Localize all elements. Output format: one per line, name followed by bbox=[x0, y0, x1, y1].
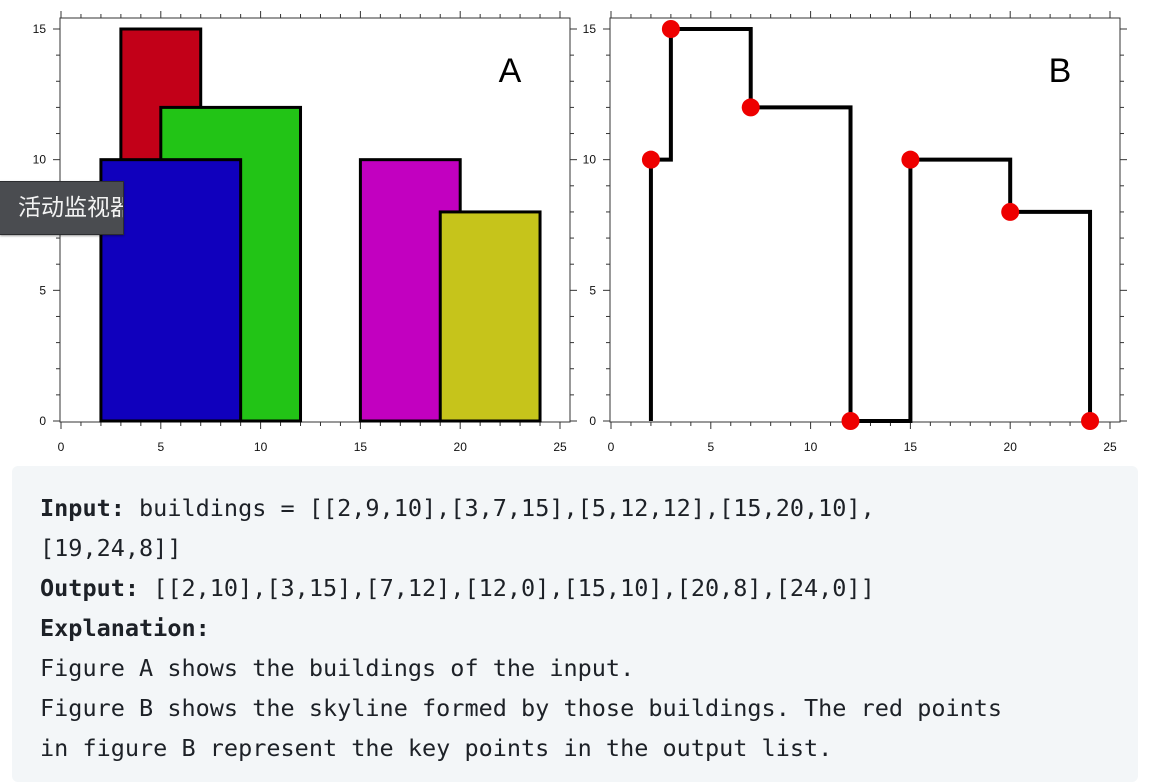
activity-monitor-tab[interactable]: 活动监视器 bbox=[0, 181, 124, 235]
key-point bbox=[741, 98, 760, 117]
explanation-line-1: Figure A shows the buildings of the inpu… bbox=[40, 654, 635, 682]
key-point bbox=[841, 412, 860, 430]
x-tick-label: 20 bbox=[454, 440, 468, 454]
explanation-line-2: Figure B shows the skyline formed by tho… bbox=[40, 694, 1003, 722]
x-tick-label: 25 bbox=[553, 440, 567, 454]
x-tick-label: 5 bbox=[157, 440, 164, 454]
key-point bbox=[1001, 202, 1020, 221]
skyline-figures: 0 5 10 15 20 25 0 5 10 15 A 0 5 10 15 20 25 0 5 10 15 B bbox=[33, 11, 1127, 454]
x-tick-label: 10 bbox=[254, 440, 268, 454]
building-bar bbox=[438, 210, 542, 423]
y-tick-label: 0 bbox=[589, 414, 596, 428]
x-tick-label: 25 bbox=[1103, 440, 1117, 454]
input-value-1: buildings = [[2,9,10],[3,7,15],[5,12,12]… bbox=[124, 494, 875, 522]
y-tick-label: 5 bbox=[589, 283, 596, 297]
x-tick-label: 15 bbox=[354, 440, 368, 454]
x-tick-label: 15 bbox=[904, 440, 918, 454]
explanation-label: Explanation: bbox=[40, 614, 210, 642]
figure-b-label: B bbox=[1049, 52, 1072, 90]
figure-a-label: A bbox=[499, 52, 522, 90]
input-line-continued: [19,24,8]] bbox=[40, 534, 182, 562]
y-tick-label: 10 bbox=[583, 153, 597, 167]
x-tick-label: 0 bbox=[58, 440, 65, 454]
key-point bbox=[641, 150, 660, 169]
input-label: Input: bbox=[40, 494, 125, 522]
key-point bbox=[661, 20, 680, 38]
y-tick-label: 0 bbox=[39, 414, 46, 428]
figure-b-skyline: 0 5 10 15 20 25 0 5 10 15 B bbox=[583, 11, 1127, 454]
example-code-block: Input: buildings = [[2,9,10],[3,7,15],[5… bbox=[12, 466, 1138, 782]
skyline-line bbox=[648, 27, 1093, 423]
plot-frame bbox=[609, 17, 1121, 423]
key-point bbox=[901, 150, 920, 169]
building-bar bbox=[99, 158, 243, 423]
y-tick-label: 5 bbox=[39, 283, 46, 297]
y-tick-label: 10 bbox=[33, 153, 47, 167]
x-tick-label: 5 bbox=[707, 440, 714, 454]
input-line: Input: buildings = [[2,9,10],[3,7,15],[5… bbox=[40, 488, 1138, 528]
explanation-line-3: in figure B represent the key points in … bbox=[40, 734, 833, 762]
y-tick-label: 15 bbox=[583, 22, 597, 36]
key-point bbox=[1081, 412, 1100, 430]
output-value: [[2,10],[3,15],[7,12],[12,0],[15,10],[20… bbox=[139, 574, 875, 602]
x-tick-label: 10 bbox=[804, 440, 818, 454]
output-line: Output: [[2,10],[3,15],[7,12],[12,0],[15… bbox=[40, 568, 1138, 608]
y-tick-label: 15 bbox=[33, 22, 47, 36]
x-tick-label: 20 bbox=[1004, 440, 1018, 454]
x-tick-label: 0 bbox=[608, 440, 615, 454]
output-label: Output: bbox=[40, 574, 140, 602]
figure-a-buildings: 0 5 10 15 20 25 0 5 10 15 A bbox=[33, 11, 577, 454]
